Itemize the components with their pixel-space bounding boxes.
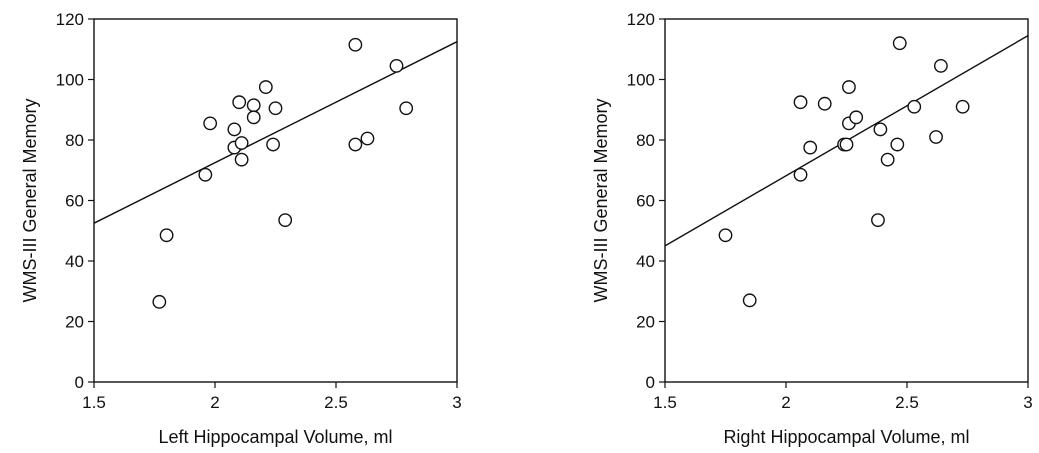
data-point [159,228,174,243]
y-tick-label: 40 [636,252,655,271]
data-point [718,228,733,243]
y-tick-label: 20 [636,313,655,332]
data-point [742,293,757,308]
plot-frame [664,18,1029,383]
data-point [873,122,888,137]
y-tick-label: 20 [65,313,84,332]
right-hippocampus-scatter-panel: 1.5 2 2.5 3 0 20 40 60 80 100 120 Right Hippocampal… [591,10,1033,447]
data-point [348,37,363,52]
data-point [907,99,922,114]
data-point [842,80,856,94]
plot-frame [93,18,458,383]
x-tick-label: 1.5 [82,393,106,412]
data-point [880,152,895,167]
data-point [871,213,885,228]
data-point [246,110,261,125]
y-tick-label: 0 [646,373,655,392]
x-axis-title: Left Hippocampal Volume, ml [158,427,392,447]
data-point [849,110,864,125]
x-tick-label: 2.5 [324,393,348,412]
data-point [929,130,943,144]
data-point [890,137,905,152]
y-tick-label: 0 [75,373,84,392]
data-point [198,167,213,182]
y-tick-label: 100 [627,71,655,90]
data-point [232,95,247,110]
y-tick-label: 100 [56,71,84,90]
data-point [817,96,832,111]
x-axis-title: Right Hippocampal Volume, ml [723,427,969,447]
data-point [246,98,261,113]
data-point [803,140,818,155]
y-tick-label: 60 [65,192,84,211]
data-point [266,137,280,152]
x-tick-label: 2 [210,393,219,412]
y-axis-title: WMS-III General Memory [591,98,611,302]
data-point [933,58,948,73]
data-point [892,36,907,51]
data-point [278,213,293,228]
y-tick-label: 120 [56,10,84,29]
data-point [203,116,218,131]
y-axis-title: WMS-III General Memory [20,98,40,302]
left-hippocampus-scatter-panel: 1.5 2 2.5 3 0 20 40 60 80 100 120 Left Hippocampal … [20,10,462,447]
data-point [348,137,363,152]
x-tick-label: 2 [781,393,790,412]
x-tick-label: 1.5 [653,393,677,412]
data-point [793,95,808,110]
data-point [152,294,167,309]
data-point [258,80,273,94]
data-point [793,167,808,182]
data-point [955,99,970,114]
data-point [227,122,242,137]
y-tick-label: 80 [65,131,84,150]
data-point [234,136,249,150]
data-point [268,101,283,116]
data-point [234,152,249,167]
data-point [399,101,414,116]
y-tick-label: 80 [636,131,655,150]
x-tick-label: 2.5 [895,393,919,412]
data-point [360,131,375,146]
x-tick-label: 3 [452,393,461,412]
data-point [839,137,854,152]
y-tick-label: 60 [636,192,655,211]
y-tick-label: 40 [65,252,84,271]
x-tick-label: 3 [1023,393,1032,412]
data-point [389,58,404,73]
y-tick-label: 120 [627,10,655,29]
